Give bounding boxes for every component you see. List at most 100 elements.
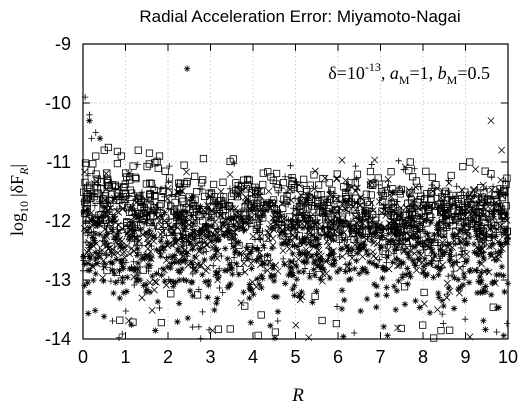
data-point-plus bbox=[195, 323, 203, 331]
data-point-x bbox=[292, 321, 300, 329]
data-point-x bbox=[145, 238, 153, 246]
data-point-plus bbox=[405, 196, 412, 204]
data-point-square bbox=[145, 149, 154, 157]
data-point-plus bbox=[202, 248, 210, 255]
data-point-asterisk bbox=[480, 255, 488, 263]
data-point-plus bbox=[165, 216, 173, 223]
data-point-plus bbox=[290, 204, 297, 212]
data-point-asterisk bbox=[412, 262, 419, 269]
data-point-square bbox=[180, 179, 188, 187]
data-point-square bbox=[317, 191, 325, 199]
data-point-plus bbox=[331, 206, 339, 214]
data-point-asterisk bbox=[146, 253, 153, 260]
data-point-plus bbox=[278, 184, 285, 192]
data-point-plus bbox=[116, 190, 123, 197]
data-point-asterisk bbox=[134, 265, 141, 273]
data-point-asterisk bbox=[345, 247, 353, 254]
data-point-x bbox=[394, 324, 402, 332]
data-point-plus bbox=[207, 211, 215, 218]
data-point-plus bbox=[459, 248, 466, 255]
data-point-asterisk bbox=[415, 255, 423, 263]
data-point-x bbox=[303, 201, 311, 209]
data-point-x bbox=[151, 278, 159, 286]
data-point-asterisk bbox=[259, 275, 266, 282]
data-point-plus bbox=[448, 213, 455, 220]
data-point-asterisk bbox=[370, 229, 378, 237]
data-point-x bbox=[488, 186, 496, 194]
data-point-asterisk bbox=[424, 230, 431, 238]
data-point-asterisk bbox=[85, 224, 93, 231]
data-point-plus bbox=[84, 232, 91, 239]
data-point-asterisk bbox=[309, 299, 316, 306]
data-point-x bbox=[237, 299, 245, 307]
data-point-plus bbox=[479, 239, 486, 246]
data-point-plus bbox=[344, 236, 351, 243]
data-point-plus bbox=[303, 229, 311, 237]
data-point-plus bbox=[231, 160, 238, 167]
data-point-plus bbox=[163, 232, 170, 239]
data-point-plus bbox=[169, 224, 177, 231]
data-point-plus bbox=[396, 184, 403, 192]
data-point-asterisk bbox=[438, 250, 446, 258]
data-point-asterisk bbox=[445, 222, 452, 229]
data-point-plus bbox=[319, 224, 327, 232]
data-point-asterisk bbox=[182, 217, 189, 224]
data-point-square bbox=[146, 179, 154, 187]
data-point-plus bbox=[327, 208, 334, 215]
data-point-asterisk bbox=[171, 252, 178, 259]
data-point-asterisk bbox=[86, 117, 93, 124]
data-point-plus bbox=[461, 315, 469, 323]
data-point-asterisk bbox=[378, 242, 385, 250]
data-point-asterisk bbox=[259, 212, 266, 219]
data-point-asterisk bbox=[208, 255, 215, 262]
data-point-asterisk bbox=[250, 291, 257, 298]
data-point-square bbox=[427, 190, 435, 198]
data-point-square bbox=[300, 175, 308, 183]
data-point-plus bbox=[326, 188, 333, 196]
data-point-x bbox=[433, 184, 441, 192]
data-point-asterisk bbox=[269, 225, 276, 232]
data-point-plus bbox=[423, 211, 430, 218]
data-point-asterisk bbox=[483, 267, 491, 274]
data-point-asterisk bbox=[227, 215, 235, 222]
data-point-asterisk bbox=[210, 232, 218, 239]
data-point-square bbox=[306, 181, 314, 189]
data-point-asterisk bbox=[289, 250, 296, 258]
data-point-asterisk bbox=[336, 218, 344, 225]
data-point-asterisk bbox=[463, 258, 470, 266]
data-point-asterisk bbox=[157, 237, 165, 245]
data-point-asterisk bbox=[281, 261, 288, 268]
data-point-plus bbox=[445, 177, 452, 184]
data-point-square bbox=[116, 316, 124, 324]
data-point-x bbox=[102, 169, 110, 177]
data-point-plus bbox=[428, 204, 435, 211]
data-point-x bbox=[382, 207, 390, 215]
data-point-square bbox=[466, 158, 474, 166]
data-point-asterisk bbox=[258, 272, 265, 280]
data-point-square bbox=[396, 190, 404, 198]
data-point-plus bbox=[489, 183, 497, 190]
data-point-square bbox=[199, 176, 207, 184]
data-point-plus bbox=[97, 200, 104, 207]
data-point-plus bbox=[465, 217, 472, 224]
data-point-asterisk bbox=[480, 317, 487, 324]
data-point-square bbox=[447, 171, 455, 180]
data-point-asterisk bbox=[473, 232, 480, 239]
data-point-asterisk bbox=[240, 289, 247, 296]
data-point-asterisk bbox=[119, 279, 126, 286]
data-point-plus bbox=[326, 244, 333, 252]
data-point-x bbox=[167, 229, 175, 237]
data-point-plus bbox=[99, 263, 107, 270]
data-point-square bbox=[157, 319, 166, 327]
data-point-square bbox=[86, 185, 94, 193]
data-point-plus bbox=[166, 162, 173, 170]
data-point-plus bbox=[132, 195, 139, 203]
data-point-square bbox=[232, 179, 240, 187]
data-point-asterisk bbox=[471, 192, 478, 199]
data-point-plus bbox=[97, 190, 105, 198]
data-point-asterisk bbox=[89, 234, 96, 241]
data-point-asterisk bbox=[398, 260, 405, 267]
data-point-asterisk bbox=[347, 275, 354, 283]
data-point-x bbox=[384, 175, 392, 183]
data-point-asterisk bbox=[120, 289, 128, 296]
